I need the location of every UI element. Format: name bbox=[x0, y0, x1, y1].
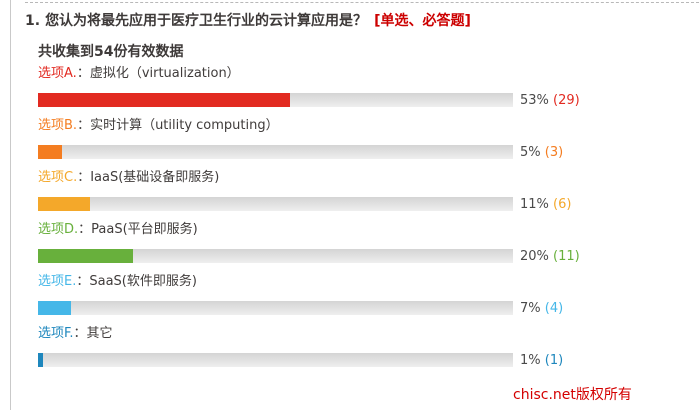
option-key: 选项C. bbox=[38, 170, 78, 185]
bar-fill bbox=[38, 353, 43, 367]
bar-row: 5% (3) bbox=[38, 145, 685, 160]
bar-value: 20% (11) bbox=[520, 249, 580, 264]
option-text: ：实时计算（utility computing） bbox=[77, 118, 279, 133]
percent-label: 5% bbox=[520, 144, 541, 160]
option-text: ：PaaS(平台即服务) bbox=[78, 222, 198, 237]
question-type-tag: [单选、必答题] bbox=[374, 13, 471, 29]
bar-fill bbox=[38, 145, 62, 159]
count-label: (3) bbox=[544, 144, 564, 160]
option-row: 选项C.：IaaS(基础设备即服务) 11% (6) bbox=[38, 169, 685, 212]
bar-row: 1% (1) bbox=[38, 353, 685, 368]
percent-label: 53% bbox=[520, 92, 549, 108]
option-text: ：IaaS(基础设备即服务) bbox=[77, 170, 220, 185]
bar-value: 53% (29) bbox=[520, 93, 580, 108]
count-label: (11) bbox=[553, 248, 580, 264]
count-label: (1) bbox=[544, 352, 564, 368]
bar-value: 7% (4) bbox=[520, 301, 563, 316]
bar-fill bbox=[38, 301, 72, 315]
count-label: (29) bbox=[553, 92, 580, 108]
question-number: 1. bbox=[25, 13, 41, 29]
count-label: (4) bbox=[544, 300, 564, 316]
bar-track bbox=[38, 301, 513, 315]
option-row: 选项E.：SaaS(软件即服务) 7% (4) bbox=[38, 273, 685, 316]
bar-fill bbox=[38, 249, 133, 263]
bar-track bbox=[38, 197, 513, 211]
option-row: 选项B.：实时计算（utility computing） 5% (3) bbox=[38, 117, 685, 160]
top-dashed-divider bbox=[25, 2, 699, 3]
percent-label: 1% bbox=[520, 352, 541, 368]
bar-fill bbox=[38, 197, 91, 211]
bar-track bbox=[38, 145, 513, 159]
option-key: 选项E. bbox=[38, 274, 77, 289]
bar-row: 7% (4) bbox=[38, 301, 685, 316]
option-label: 选项F.：其它 bbox=[38, 325, 685, 342]
question-title: 1. 您认为将最先应用于医疗卫生行业的云计算应用是？ [单选、必答题] bbox=[25, 12, 685, 31]
bar-value: 1% (1) bbox=[520, 353, 563, 368]
option-row: 选项A.：虚拟化（virtualization） 53% (29) bbox=[38, 65, 685, 108]
bar-row: 53% (29) bbox=[38, 93, 685, 108]
copyright-text: chisc.net版权所有 bbox=[513, 387, 632, 403]
bar-track bbox=[38, 249, 513, 263]
option-label: 选项A.：虚拟化（virtualization） bbox=[38, 65, 685, 82]
bar-row: 11% (6) bbox=[38, 197, 685, 212]
options-list: 选项A.：虚拟化（virtualization） 53% (29) 选项B.：实… bbox=[38, 65, 685, 368]
option-label: 选项E.：SaaS(软件即服务) bbox=[38, 273, 685, 290]
option-text: ：虚拟化（virtualization） bbox=[76, 66, 240, 81]
option-key: 选项D. bbox=[38, 222, 79, 237]
valid-responses-summary: 共收集到54份有效数据 bbox=[38, 44, 184, 60]
option-key: 选项B. bbox=[38, 118, 78, 133]
option-key: 选项A. bbox=[38, 66, 77, 81]
option-label: 选项C.：IaaS(基础设备即服务) bbox=[38, 169, 685, 186]
option-text: ：SaaS(软件即服务) bbox=[76, 274, 197, 289]
percent-label: 11% bbox=[520, 196, 549, 212]
percent-label: 20% bbox=[520, 248, 549, 264]
question-text: 您认为将最先应用于医疗卫生行业的云计算应用是？ bbox=[45, 13, 368, 29]
bar-value: 5% (3) bbox=[520, 145, 563, 160]
option-label: 选项D.：PaaS(平台即服务) bbox=[38, 221, 685, 238]
bar-fill bbox=[38, 93, 290, 107]
bar-value: 11% (6) bbox=[520, 197, 571, 212]
option-key: 选项F. bbox=[38, 326, 74, 341]
survey-results-section: 1. 您认为将最先应用于医疗卫生行业的云计算应用是？ [单选、必答题] 共收集到54… bbox=[25, 12, 685, 368]
option-row: 选项D.：PaaS(平台即服务) 20% (11) bbox=[38, 221, 685, 264]
option-row: 选项F.：其它 1% (1) bbox=[38, 325, 685, 368]
option-label: 选项B.：实时计算（utility computing） bbox=[38, 117, 685, 134]
bar-track bbox=[38, 353, 513, 367]
page-left-border bbox=[10, 0, 11, 410]
bar-track bbox=[38, 93, 513, 107]
count-label: (6) bbox=[553, 196, 572, 212]
bar-row: 20% (11) bbox=[38, 249, 685, 264]
option-text: ：其它 bbox=[73, 326, 113, 341]
percent-label: 7% bbox=[520, 300, 541, 316]
